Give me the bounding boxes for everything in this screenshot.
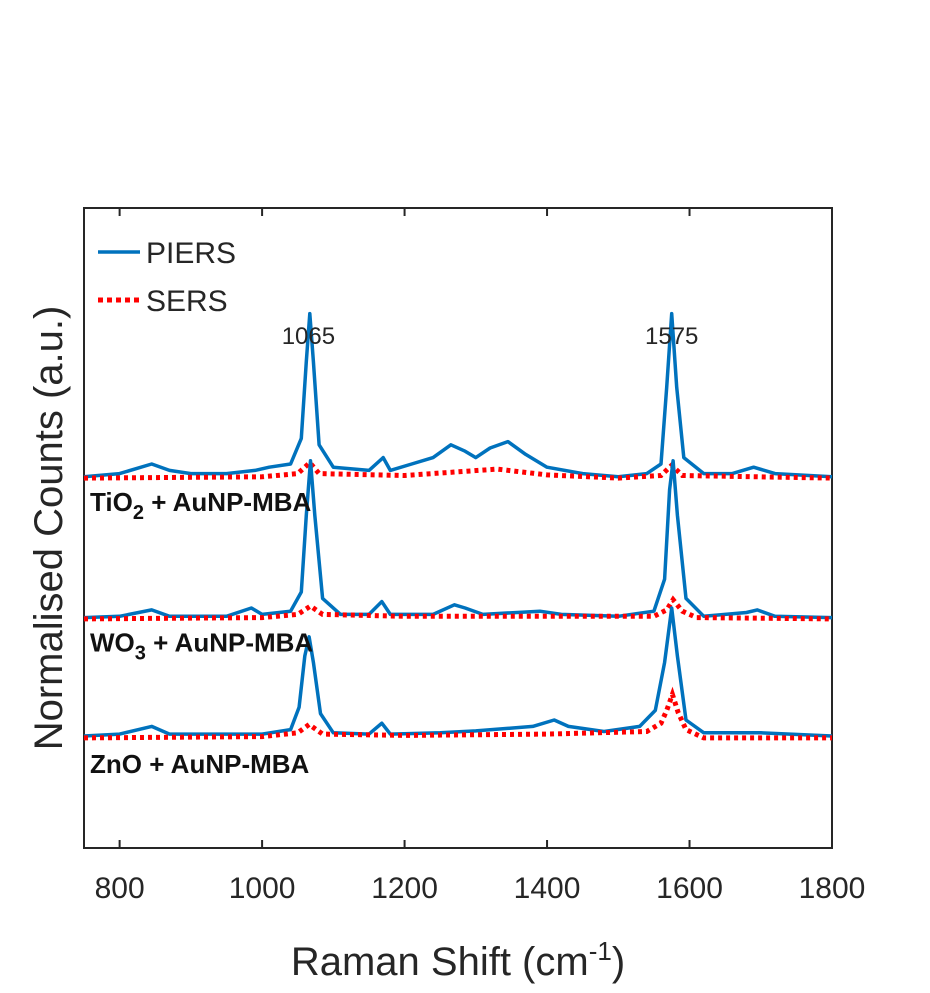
sample-label-2: WO3 + AuNP-MBA — [90, 628, 313, 665]
x-tick-label: 1800 — [799, 872, 866, 905]
plot-frame — [83, 207, 833, 849]
peak-label: 1065 — [282, 323, 335, 350]
plot-area — [83, 311, 833, 741]
legend-label-piers: PIERS — [146, 237, 236, 270]
sers-line-sample-2 — [83, 595, 833, 622]
x-tick-label: 1600 — [656, 872, 723, 905]
legend: PIERS SERS — [98, 237, 236, 318]
sample-label-3: ZnO + AuNP-MBA — [90, 749, 310, 779]
x-tick-label: 1400 — [514, 872, 581, 905]
y-axis-label: Normalised Counts (a.u.) — [27, 306, 71, 751]
sers-line-sample-3 — [83, 686, 832, 741]
peak-label: 1575 — [645, 323, 698, 350]
peak-labels: 1065 1575 — [282, 323, 699, 350]
x-tick-label: 1000 — [229, 872, 296, 905]
sample-label-1: TiO2 + AuNP-MBA — [90, 487, 312, 524]
sample-labels: TiO2 + AuNP-MBA WO3 + AuNP-MBA ZnO + AuNP-… — [90, 487, 313, 779]
legend-label-sers: SERS — [146, 285, 228, 318]
x-axis-label: Raman Shift (cm-1) — [291, 936, 625, 984]
piers-line-sample-1 — [83, 311, 833, 479]
x-tick-label: 1200 — [371, 872, 438, 905]
x-tick-label: 800 — [95, 872, 145, 905]
x-axis-ticks: 800 1000 1200 1400 1600 1800 — [95, 208, 866, 905]
